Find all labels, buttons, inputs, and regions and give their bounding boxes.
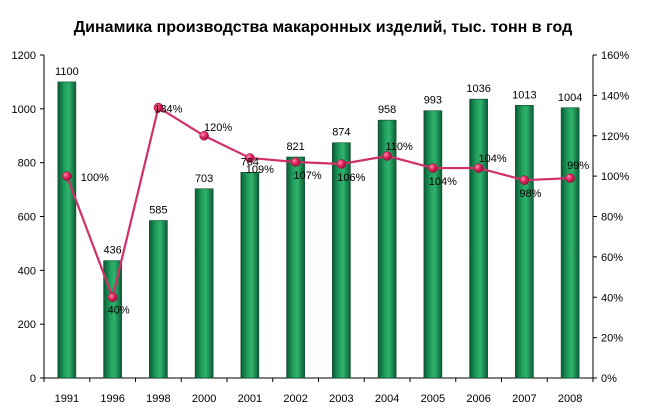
right-tick-label: 20%	[601, 333, 623, 345]
bar	[194, 188, 214, 379]
percent-label: 40%	[108, 304, 130, 316]
right-tick-label: 160%	[601, 50, 629, 62]
percent-label: 120%	[204, 122, 232, 134]
bar-value-label: 1013	[512, 89, 536, 101]
line-point	[519, 175, 530, 185]
bar-value-label: 1036	[466, 83, 490, 95]
left-tick-label: 1200	[12, 50, 36, 62]
percent-label: 110%	[385, 141, 413, 153]
line-point	[245, 153, 255, 163]
x-tick-label: 1991	[55, 393, 79, 405]
bar	[469, 98, 488, 379]
line-point	[62, 171, 72, 181]
line-point	[153, 102, 164, 113]
bar	[286, 156, 305, 379]
bar	[149, 220, 168, 379]
bar-value-label: 585	[149, 205, 167, 217]
right-tick-label: 140%	[601, 90, 629, 102]
x-tick-label: 2008	[558, 393, 582, 405]
x-tick-label: 2005	[421, 393, 445, 405]
bar	[57, 81, 77, 379]
bar-value-label: 1100	[55, 66, 79, 78]
right-tick-label: 60%	[601, 252, 623, 264]
percent-label: 99%	[567, 160, 589, 172]
bar-value-label: 1004	[558, 92, 582, 104]
bar	[515, 105, 534, 379]
left-tick-label: 800	[18, 158, 36, 170]
x-tick-label: 2001	[238, 393, 262, 405]
percent-label: 109%	[246, 164, 274, 176]
bar	[240, 172, 260, 379]
x-tick-label: 2003	[329, 393, 353, 405]
bar	[377, 119, 397, 379]
bar-value-label: 993	[424, 95, 442, 107]
percent-label: 100%	[81, 172, 109, 184]
line-point	[473, 163, 484, 173]
bar-value-label: 821	[286, 141, 304, 153]
x-tick-label: 2006	[466, 393, 490, 405]
bar	[423, 110, 443, 379]
bar-value-label: 703	[195, 173, 213, 185]
right-tick-label: 100%	[601, 171, 629, 183]
x-tick-label: 2000	[192, 393, 216, 405]
percent-label: 104%	[429, 176, 457, 188]
line-point	[107, 292, 118, 302]
bar	[103, 260, 122, 379]
line-point	[382, 151, 392, 161]
bar	[332, 142, 351, 379]
x-tick-label: 1996	[100, 393, 124, 405]
percent-label: 107%	[294, 170, 322, 182]
x-tick-label: 2002	[283, 393, 307, 405]
line-point	[565, 173, 575, 183]
x-tick-label: 2007	[512, 393, 536, 405]
x-tick-label: 2004	[375, 393, 399, 405]
chart-title: Динамика производства макаронных изделий…	[74, 19, 572, 36]
left-tick-label: 0	[30, 373, 36, 385]
left-tick-label: 400	[18, 265, 36, 277]
right-tick-label: 80%	[601, 212, 623, 224]
line-point	[336, 159, 347, 169]
percent-label: 134%	[154, 103, 182, 115]
left-tick-label: 200	[18, 319, 36, 331]
percent-label: 106%	[337, 172, 365, 184]
percent-label: 98%	[519, 188, 541, 200]
right-tick-label: 120%	[601, 131, 629, 143]
growth-line	[65, 105, 571, 301]
bar-value-label: 874	[332, 127, 350, 139]
left-tick-label: 600	[18, 212, 36, 224]
right-tick-label: 0%	[601, 373, 617, 385]
bar	[560, 107, 580, 379]
percent-label: 104%	[479, 153, 507, 165]
x-tick-label: 1998	[146, 393, 170, 405]
bar-value-label: 958	[378, 104, 396, 116]
right-tick-label: 40%	[601, 292, 623, 304]
bar-value-label: 436	[103, 245, 121, 257]
line-point	[290, 157, 301, 167]
left-tick-label: 1000	[12, 104, 36, 116]
line-point	[199, 131, 209, 141]
bar-value-label: 764	[241, 156, 259, 168]
line-point	[428, 163, 438, 173]
